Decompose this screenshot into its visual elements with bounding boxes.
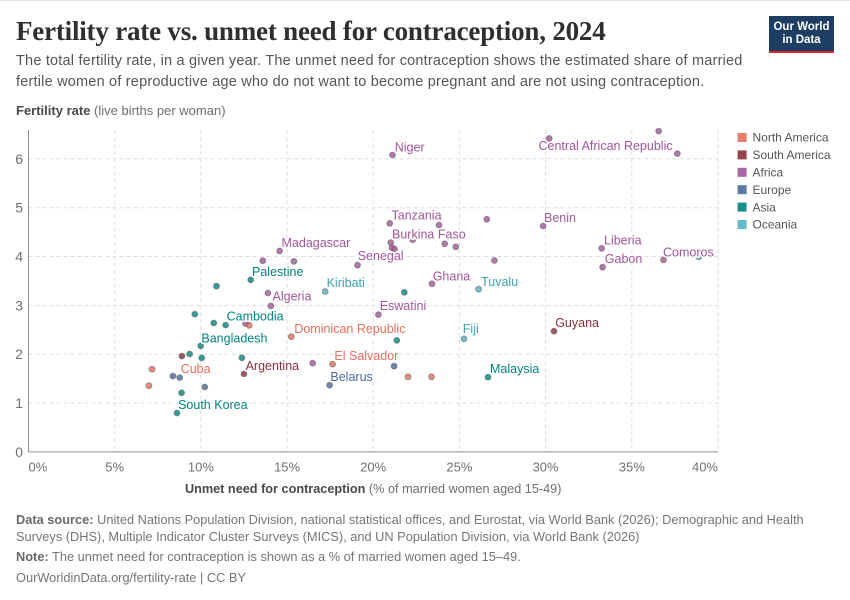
svg-text:Tuvalu: Tuvalu [481, 275, 518, 289]
svg-text:Comoros: Comoros [663, 246, 714, 260]
svg-text:Niger: Niger [395, 141, 425, 155]
svg-text:0%: 0% [29, 460, 48, 475]
svg-text:5: 5 [15, 200, 23, 216]
svg-text:Liberia: Liberia [604, 234, 642, 248]
svg-text:Cuba: Cuba [181, 362, 211, 376]
svg-text:Guyana: Guyana [555, 316, 599, 330]
svg-text:Africa: Africa [753, 166, 784, 180]
svg-text:6: 6 [15, 151, 23, 167]
svg-text:Senegal: Senegal [358, 249, 404, 263]
svg-text:10%: 10% [188, 460, 214, 475]
svg-text:Eswatini: Eswatini [380, 299, 427, 313]
svg-text:South America: South America [753, 148, 831, 162]
svg-text:2: 2 [15, 346, 23, 362]
svg-text:20%: 20% [360, 460, 386, 475]
svg-text:Ghana: Ghana [433, 270, 471, 284]
svg-text:Madagascar: Madagascar [282, 236, 351, 250]
svg-text:4: 4 [15, 249, 23, 265]
svg-text:Fertility rate (live births pe: Fertility rate (live births per woman) [16, 103, 226, 118]
svg-text:25%: 25% [446, 460, 472, 475]
svg-text:Unmet need for contraception (: Unmet need for contraception (% of marri… [185, 482, 562, 496]
svg-text:Europe: Europe [753, 183, 792, 197]
svg-text:Cambodia: Cambodia [227, 310, 284, 324]
svg-text:Kiribati: Kiribati [327, 276, 365, 290]
svg-text:Asia: Asia [753, 200, 777, 214]
svg-text:3: 3 [15, 297, 23, 313]
svg-text:Palestine: Palestine [252, 265, 303, 279]
svg-text:South Korea: South Korea [178, 398, 248, 412]
svg-text:Burkina Faso: Burkina Faso [392, 228, 466, 242]
svg-text:0: 0 [15, 444, 23, 460]
svg-text:1: 1 [15, 395, 23, 411]
svg-text:Gabon: Gabon [605, 252, 643, 266]
svg-text:Bangladesh: Bangladesh [201, 332, 267, 346]
svg-text:Belarus: Belarus [330, 370, 372, 384]
svg-text:Algeria: Algeria [273, 290, 312, 304]
svg-text:Benin: Benin [544, 211, 576, 225]
svg-text:5%: 5% [105, 460, 124, 475]
svg-text:El Salvador: El Salvador [334, 349, 398, 363]
svg-text:Malaysia: Malaysia [490, 362, 539, 376]
svg-text:35%: 35% [619, 460, 645, 475]
svg-text:Dominican Republic: Dominican Republic [294, 322, 405, 336]
svg-text:30%: 30% [533, 460, 559, 475]
svg-text:Central African Republic: Central African Republic [539, 139, 673, 153]
svg-text:Tanzania: Tanzania [392, 209, 442, 223]
svg-text:North America: North America [753, 131, 829, 145]
svg-text:40%: 40% [692, 460, 718, 475]
svg-text:Argentina: Argentina [246, 359, 300, 373]
svg-text:Oceania: Oceania [753, 218, 798, 232]
svg-text:Fiji: Fiji [463, 322, 479, 336]
svg-text:15%: 15% [274, 460, 300, 475]
